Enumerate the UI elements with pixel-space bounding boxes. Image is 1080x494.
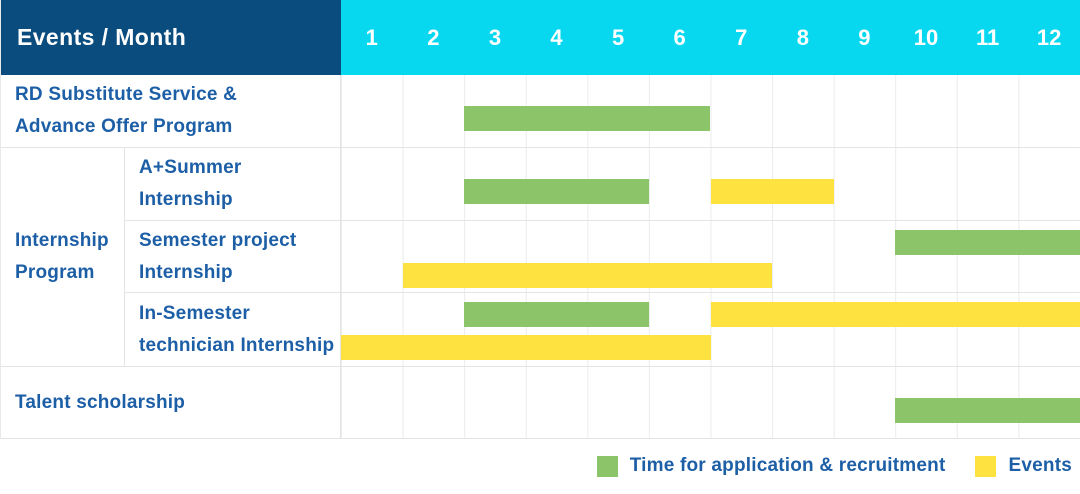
row-label-line: A+Summer	[139, 156, 242, 178]
legend-item-recruitment: Time for application & recruitment	[596, 455, 946, 477]
row-label-line: Talent scholarship	[15, 391, 186, 413]
table-row-semester-project: Semester project Internship	[125, 220, 1080, 294]
month-header-row: 1 2 3 4 5 6 7 8 9 10 11 12	[341, 0, 1080, 75]
month-label: 9	[858, 24, 871, 50]
month-label: 6	[673, 24, 686, 50]
row-label-line: Internship	[139, 261, 233, 283]
row-label-line: technician Internship	[139, 334, 335, 356]
recruitment-swatch-icon	[596, 455, 618, 477]
chart-area-a-plus-summer	[341, 148, 1080, 220]
chart-area-rd-substitute	[341, 75, 1080, 147]
recruitment-bar	[464, 302, 649, 328]
legend-label-events: Events	[1008, 455, 1072, 476]
month-label: 1	[365, 24, 378, 50]
table-row-talent-scholarship: Talent scholarship	[1, 367, 1080, 439]
row-label-line: RD Substitute Service &	[15, 84, 238, 106]
chart-area-in-semester-technician	[341, 293, 1080, 366]
events-bar	[402, 262, 773, 288]
month-label: 4	[550, 24, 563, 50]
month-label: 5	[611, 24, 625, 50]
month-label: 10	[913, 24, 939, 50]
month-label: 7	[735, 24, 748, 50]
table-row-in-semester-technician: In-Semester technician Internship	[125, 293, 1080, 366]
internship-subrows: A+Summer Internship Semester project Int…	[125, 148, 1080, 366]
events-bar	[341, 335, 711, 361]
gantt-table: Events / Month 1 2 3 4 5 6 7 8 9 10 11 12 RD Substi…	[0, 0, 1080, 439]
group-label-line: Program	[15, 262, 95, 283]
recruitment-bar	[464, 106, 711, 131]
legend: Time for application & recruitment Event…	[0, 439, 1080, 493]
recruitment-bar	[895, 229, 1080, 255]
table-group-internship-program: Internship Program A+Summer Internship S…	[1, 148, 1080, 367]
row-label-line: Internship	[139, 188, 233, 210]
row-label-a-plus-summer: A+Summer Internship	[125, 148, 341, 220]
legend-item-events: Events	[975, 455, 1072, 477]
row-label-line: Semester project	[139, 229, 297, 251]
chart-area-talent-scholarship	[341, 367, 1080, 438]
legend-label-recruitment: Time for application & recruitment	[629, 455, 946, 476]
group-label-internship-program: Internship Program	[1, 148, 125, 366]
recruitment-bar	[895, 398, 1080, 423]
row-label-in-semester-technician: In-Semester technician Internship	[125, 293, 341, 366]
chart-area-semester-project	[341, 220, 1080, 293]
events-bar	[710, 302, 1080, 328]
table-row-a-plus-summer: A+Summer Internship	[125, 148, 1080, 221]
row-label-semester-project: Semester project Internship	[125, 220, 341, 293]
month-label: 12	[1036, 24, 1062, 50]
row-label-line: Advance Offer Program	[15, 116, 233, 137]
row-label-line: In-Semester	[139, 302, 250, 324]
month-label: 3	[488, 24, 502, 50]
group-label-line: Internship	[15, 230, 109, 252]
events-month-header: Events / Month	[1, 0, 341, 75]
table-header-row: Events / Month 1 2 3 4 5 6 7 8 9 10 11 12	[1, 0, 1080, 75]
table-row-rd-substitute: RD Substitute Service & Advance Offer Pr…	[1, 75, 1080, 148]
month-label: 11	[975, 24, 1000, 50]
month-label: 8	[796, 24, 809, 50]
events-bar	[710, 179, 834, 204]
recruitment-bar	[464, 179, 649, 204]
month-label: 2	[427, 24, 440, 50]
row-label-rd-substitute: RD Substitute Service & Advance Offer Pr…	[1, 75, 341, 147]
row-label-talent-scholarship: Talent scholarship	[1, 367, 341, 438]
events-swatch-icon	[975, 455, 997, 477]
